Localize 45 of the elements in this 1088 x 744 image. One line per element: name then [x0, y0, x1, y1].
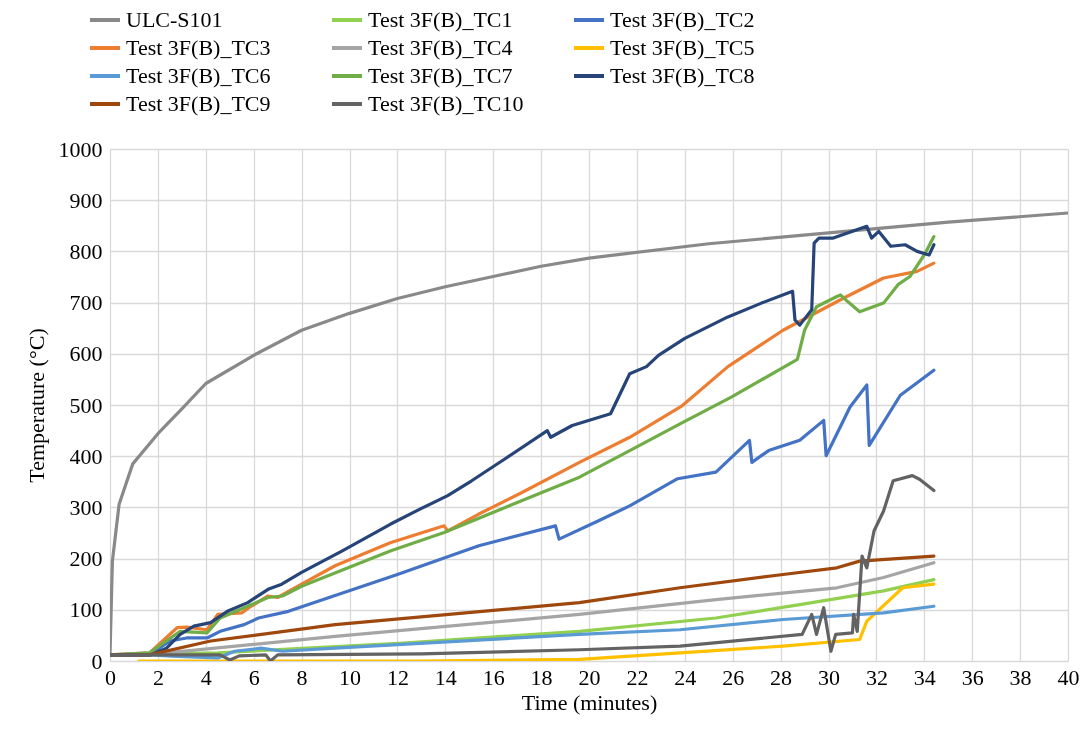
x-tick-label: 6 — [248, 664, 260, 690]
legend-label: ULC-S101 — [126, 7, 223, 32]
x-tick-label: 4 — [200, 664, 212, 690]
legend-label: Test 3F(B)_TC3 — [126, 35, 271, 60]
x-tick-label: 34 — [913, 664, 936, 690]
x-tick-label: 20 — [578, 664, 601, 690]
legend-label: Test 3F(B)_TC8 — [610, 63, 755, 88]
x-tick-label: 32 — [865, 664, 888, 690]
y-tick-label: 100 — [69, 597, 103, 623]
y-tick-label: 800 — [69, 238, 103, 264]
x-tick-label: 8 — [296, 664, 308, 690]
legend-label: Test 3F(B)_TC1 — [368, 7, 513, 32]
x-tick-label: 40 — [1057, 664, 1080, 690]
legend-label: Test 3F(B)_TC10 — [368, 91, 524, 116]
x-tick-label: 30 — [818, 664, 840, 690]
x-tick-label: 2 — [152, 664, 164, 690]
x-tick-label: 12 — [386, 664, 409, 690]
legend-label: Test 3F(B)_TC5 — [610, 35, 755, 60]
y-tick-label: 700 — [69, 290, 103, 316]
y-tick-label: 400 — [69, 443, 103, 469]
y-tick-label: 600 — [69, 341, 103, 367]
legend-label: Test 3F(B)_TC9 — [126, 91, 271, 116]
x-tick-label: 38 — [1009, 664, 1032, 690]
legend-label: Test 3F(B)_TC7 — [368, 63, 513, 88]
x-tick-label: 22 — [626, 664, 649, 690]
x-tick-label: 24 — [674, 664, 697, 690]
x-tick-label: 26 — [722, 664, 745, 690]
x-tick-label: 16 — [482, 664, 505, 690]
x-tick-label: 10 — [339, 664, 361, 690]
x-axis-title: Time (minutes) — [521, 689, 658, 715]
x-tick-label: 36 — [961, 664, 984, 690]
y-tick-label: 1000 — [58, 136, 103, 162]
y-tick-label: 500 — [69, 392, 103, 418]
legend-label: Test 3F(B)_TC6 — [126, 63, 271, 88]
x-tick-label: 14 — [434, 664, 457, 690]
legend-label: Test 3F(B)_TC4 — [368, 35, 513, 60]
y-axis-title: Temperature (°C) — [23, 328, 49, 483]
y-tick-label: 900 — [69, 187, 103, 213]
x-tick-label: 28 — [770, 664, 793, 690]
legend-label: Test 3F(B)_TC2 — [610, 7, 755, 32]
y-tick-label: 300 — [69, 494, 103, 520]
y-tick-label: 0 — [91, 648, 103, 674]
y-tick-label: 200 — [69, 546, 103, 572]
line-series — [110, 474, 936, 661]
x-tick-label: 18 — [530, 664, 553, 690]
